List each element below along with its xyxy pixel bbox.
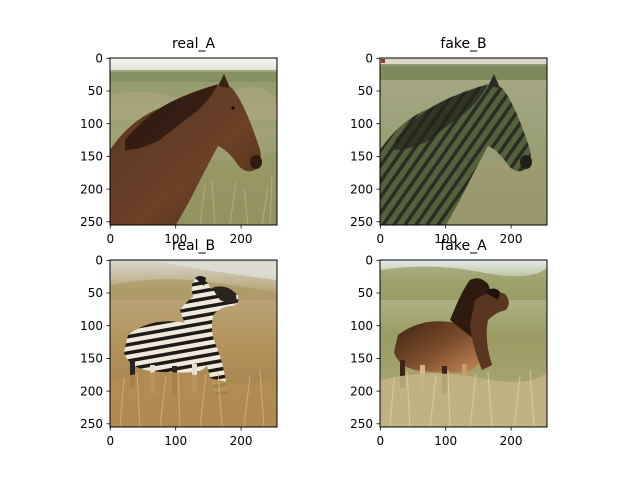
panel-title: real_B [172, 238, 215, 254]
image-real-b [110, 260, 277, 427]
y-tick-label: 150 [80, 352, 103, 366]
y-tick-label: 100 [80, 319, 103, 333]
axes-frame [379, 259, 548, 428]
y-tick-label: 50 [358, 84, 373, 98]
y-axis: 0 50 100 150 200 250 [350, 254, 380, 431]
y-tick-label: 250 [350, 417, 373, 431]
panel-fake-b: fake_B 0 50 100 150 200 [350, 36, 548, 246]
image-real-a [110, 58, 277, 225]
y-tick-label: 100 [80, 117, 103, 131]
y-axis: 0 50 100 150 200 250 [80, 52, 110, 229]
y-tick-label: 200 [80, 182, 103, 196]
y-tick-label: 200 [350, 384, 373, 398]
y-tick-label: 0 [365, 52, 373, 66]
y-tick-label: 0 [95, 52, 103, 66]
x-tick-label: 200 [230, 232, 253, 246]
y-tick-label: 50 [88, 84, 103, 98]
x-tick-label: 0 [106, 232, 114, 246]
y-tick-label: 150 [80, 150, 103, 164]
panel-fake-a: fake_A 0 50 100 150 200 250 0 100 200 [350, 238, 548, 448]
x-tick-label: 200 [230, 434, 253, 448]
x-axis: 0 100 200 [106, 427, 253, 448]
y-tick-label: 100 [350, 319, 373, 333]
x-tick-label: 0 [376, 434, 384, 448]
y-tick-label: 250 [80, 215, 103, 229]
y-tick-label: 150 [350, 352, 373, 366]
x-tick-label: 100 [434, 232, 457, 246]
panel-real-a: real_A [80, 36, 278, 246]
axes-frame [109, 259, 278, 428]
y-axis: 0 50 100 150 200 250 [80, 254, 110, 431]
x-axis: 0 100 200 [106, 225, 253, 246]
y-tick-label: 50 [88, 286, 103, 300]
y-tick-label: 50 [358, 286, 373, 300]
y-axis: 0 50 100 150 200 250 [350, 52, 380, 229]
y-tick-label: 0 [365, 254, 373, 268]
x-axis: 0 100 200 [376, 225, 523, 246]
x-tick-label: 100 [164, 232, 187, 246]
image-fake-a [380, 260, 547, 427]
panel-title: real_A [172, 36, 216, 52]
x-axis: 0 100 200 [376, 427, 523, 448]
y-tick-label: 200 [350, 182, 373, 196]
x-tick-label: 200 [500, 232, 523, 246]
y-tick-label: 100 [350, 117, 373, 131]
panel-real-b: real_B 0 50 100 150 200 250 0 100 200 [80, 238, 278, 448]
panel-title: fake_B [440, 36, 486, 52]
y-tick-label: 150 [350, 150, 373, 164]
axes-frame [109, 57, 278, 226]
x-tick-label: 100 [164, 434, 187, 448]
axes-frame [379, 57, 548, 226]
x-tick-label: 0 [106, 434, 114, 448]
panel-title: fake_A [440, 238, 487, 254]
y-tick-label: 250 [80, 417, 103, 431]
x-tick-label: 100 [434, 434, 457, 448]
x-tick-label: 0 [376, 232, 384, 246]
y-tick-label: 250 [350, 215, 373, 229]
x-tick-label: 200 [500, 434, 523, 448]
y-tick-label: 200 [80, 384, 103, 398]
image-fake-b [380, 58, 547, 225]
y-tick-label: 0 [95, 254, 103, 268]
